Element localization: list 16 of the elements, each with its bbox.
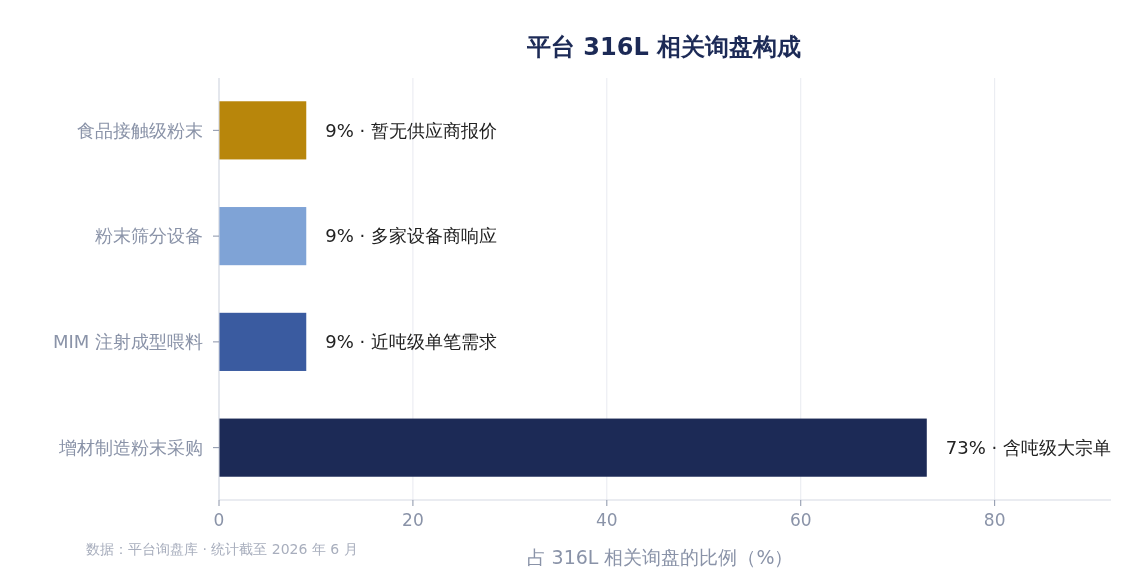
data-label: 9% · 多家设备商响应 bbox=[325, 225, 497, 247]
y-tick-label: 食品接触级粉末 bbox=[77, 119, 203, 141]
x-axis-title: 占 316L 相关询盘的比例（%） bbox=[526, 546, 794, 568]
data-label: 73% · 含吨级大宗单 bbox=[945, 436, 1111, 458]
x-tick-label: 0 bbox=[213, 510, 225, 530]
y-tick-label: 粉末筛分设备 bbox=[95, 225, 203, 247]
chart-title: 平台 316L 相关询盘构成 bbox=[525, 33, 802, 61]
y-tick-label: MIM 注射成型喂料 bbox=[52, 331, 203, 353]
x-tick-label: 80 bbox=[983, 510, 1006, 530]
y-tick-label: 增材制造粉末采购 bbox=[58, 436, 203, 458]
text: 数据：平台询盘库 · 统计截至 2026 年 6 月 bbox=[86, 541, 358, 557]
x-tick-label: 40 bbox=[596, 510, 618, 530]
data-label: 9% · 近吨级单笔需求 bbox=[325, 331, 497, 353]
x-tick-label: 60 bbox=[789, 510, 812, 530]
x-tick-label: 20 bbox=[402, 510, 424, 530]
data-label: 9% · 暂无供应商报价 bbox=[325, 119, 497, 141]
